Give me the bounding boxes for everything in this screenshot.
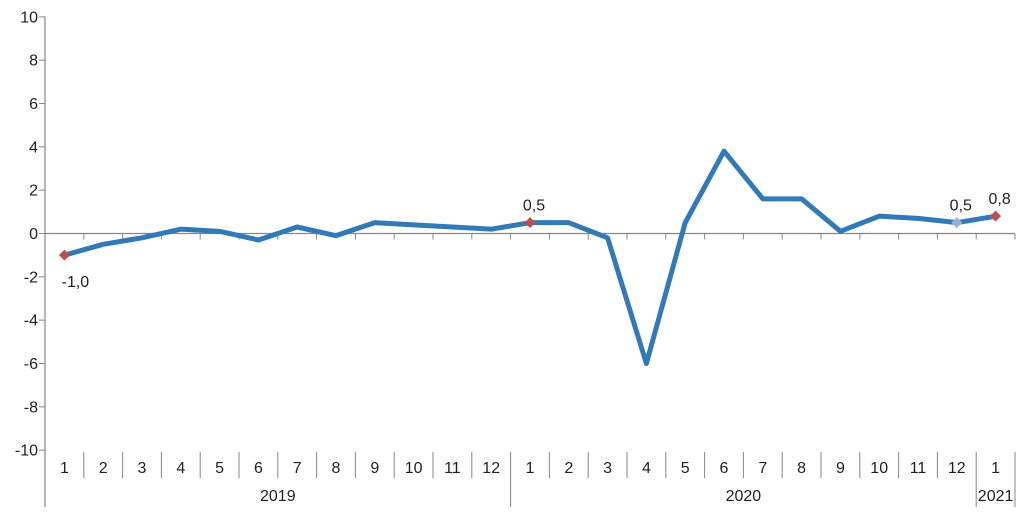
- data-point-marker-red-diamond: [524, 217, 536, 229]
- y-axis-tick-label: 8: [29, 53, 38, 70]
- x-month-label: 11: [910, 460, 927, 477]
- y-axis-tick-label: -10: [15, 443, 38, 460]
- y-axis-tick-label: 0: [29, 226, 38, 243]
- x-month-label: 3: [603, 460, 612, 477]
- y-axis-tick-label: 10: [20, 9, 38, 26]
- x-month-label: 7: [758, 460, 767, 477]
- x-month-label: 8: [332, 460, 341, 477]
- data-point-label: 0,5: [950, 198, 972, 215]
- x-month-label: 2: [99, 460, 108, 477]
- y-axis-tick-label: 4: [29, 139, 38, 156]
- x-year-label: 2020: [726, 488, 762, 505]
- x-month-label: 2: [564, 460, 573, 477]
- x-month-label: 9: [370, 460, 379, 477]
- x-month-label: 1: [60, 460, 69, 477]
- x-month-label: 9: [836, 460, 845, 477]
- data-point-marker-lightblue-diamond: [951, 217, 963, 229]
- y-axis-tick-label: -8: [24, 399, 38, 416]
- data-point-label: 0,8: [988, 191, 1010, 208]
- x-month-label: 5: [215, 460, 224, 477]
- y-axis-tick-label: -4: [24, 313, 38, 330]
- x-year-label: 2019: [260, 488, 296, 505]
- x-month-label: 1: [991, 460, 1000, 477]
- series-line: [61, 148, 999, 366]
- x-month-label: 10: [405, 460, 423, 477]
- x-month-label: 8: [797, 460, 806, 477]
- data-point-label: -1,0: [62, 274, 90, 291]
- x-month-label: 12: [482, 460, 500, 477]
- x-month-label: 3: [138, 460, 147, 477]
- x-month-label: 6: [720, 460, 729, 477]
- x-month-label: 7: [293, 460, 302, 477]
- x-month-label: 4: [176, 460, 185, 477]
- data-point-marker-red-diamond: [58, 249, 70, 261]
- y-axis-tick-label: 2: [29, 183, 38, 200]
- x-month-label: 1: [526, 460, 535, 477]
- y-axis-tick-label: -6: [24, 356, 38, 373]
- x-month-label: 12: [948, 460, 966, 477]
- y-axis-tick-label: 6: [29, 96, 38, 113]
- data-point-marker-red-diamond: [990, 210, 1002, 222]
- x-month-label: 6: [254, 460, 263, 477]
- x-month-label: 4: [642, 460, 651, 477]
- x-month-label: 11: [444, 460, 461, 477]
- x-month-label: 10: [870, 460, 888, 477]
- data-point-label: 0,5: [523, 198, 545, 215]
- x-month-label: 5: [681, 460, 690, 477]
- y-axis-tick-label: -2: [24, 269, 38, 286]
- x-year-label: 2021: [978, 488, 1014, 505]
